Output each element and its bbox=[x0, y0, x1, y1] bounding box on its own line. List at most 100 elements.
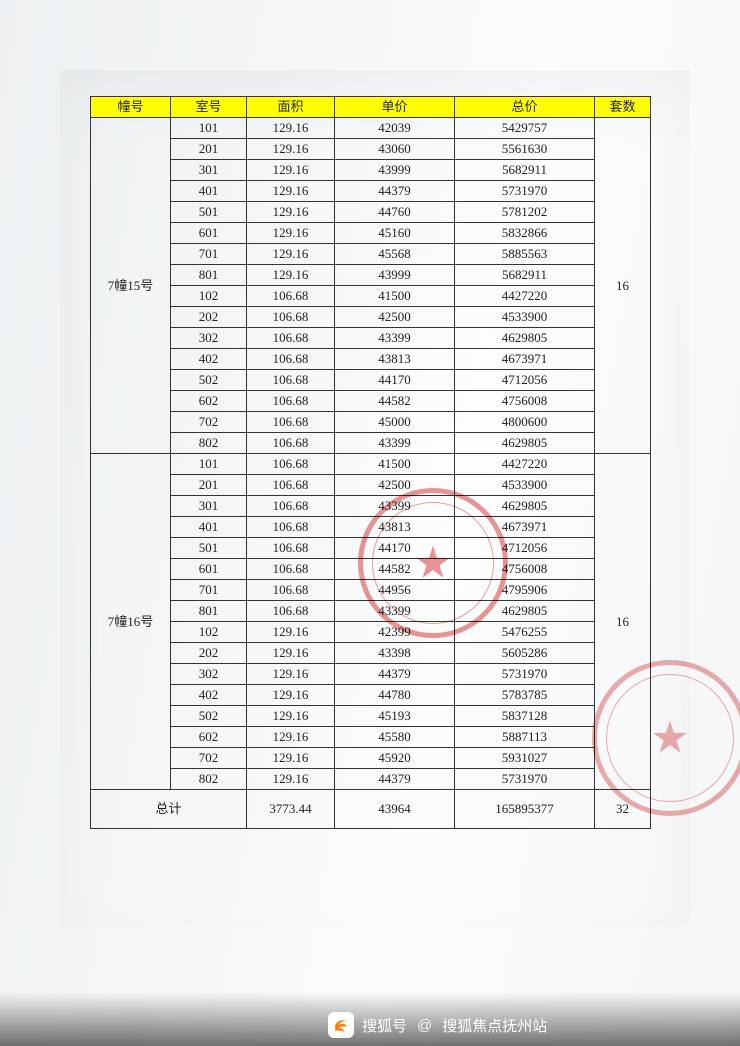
unit-price-cell: 43813 bbox=[335, 517, 455, 538]
total-price-cell: 5561630 bbox=[455, 139, 595, 160]
total-price-cell: 5429757 bbox=[455, 118, 595, 139]
total-price-cell: 5605286 bbox=[455, 643, 595, 664]
unit-price-cell: 43813 bbox=[335, 349, 455, 370]
table-row: 401106.68438134673971 bbox=[91, 517, 651, 538]
table-row: 402106.68438134673971 bbox=[91, 349, 651, 370]
area-cell: 106.68 bbox=[247, 538, 335, 559]
area-cell: 129.16 bbox=[247, 244, 335, 265]
total-price-cell: 5837128 bbox=[455, 706, 595, 727]
unit-price-cell: 45568 bbox=[335, 244, 455, 265]
unit-price-cell: 42500 bbox=[335, 307, 455, 328]
area-cell: 106.68 bbox=[247, 328, 335, 349]
total-total: 165895377 bbox=[455, 790, 595, 829]
unit-price-cell: 43999 bbox=[335, 265, 455, 286]
unit-price-cell: 45920 bbox=[335, 748, 455, 769]
area-cell: 106.68 bbox=[247, 307, 335, 328]
area-cell: 129.16 bbox=[247, 685, 335, 706]
table-row: 802106.68433994629805 bbox=[91, 433, 651, 454]
room-cell: 802 bbox=[171, 433, 247, 454]
total-price-cell: 5931027 bbox=[455, 748, 595, 769]
total-price-cell: 5783785 bbox=[455, 685, 595, 706]
total-price-cell: 4800600 bbox=[455, 412, 595, 433]
area-cell: 129.16 bbox=[247, 118, 335, 139]
unit-price-cell: 44582 bbox=[335, 391, 455, 412]
area-cell: 106.68 bbox=[247, 349, 335, 370]
table-row: 401129.16443795731970 bbox=[91, 181, 651, 202]
unit-price-cell: 43399 bbox=[335, 328, 455, 349]
total-price-cell: 4533900 bbox=[455, 307, 595, 328]
room-cell: 101 bbox=[171, 454, 247, 475]
unit-price-cell: 44379 bbox=[335, 181, 455, 202]
area-cell: 106.68 bbox=[247, 517, 335, 538]
room-cell: 202 bbox=[171, 307, 247, 328]
building-cell: 7幢16号 bbox=[91, 454, 171, 790]
room-cell: 301 bbox=[171, 496, 247, 517]
table-row: 601106.68445824756008 bbox=[91, 559, 651, 580]
room-cell: 102 bbox=[171, 286, 247, 307]
table-header-row: 幢号 室号 面积 单价 总价 套数 bbox=[91, 97, 651, 118]
room-cell: 501 bbox=[171, 202, 247, 223]
total-price-cell: 4629805 bbox=[455, 328, 595, 349]
total-price-cell: 4795906 bbox=[455, 580, 595, 601]
room-cell: 402 bbox=[171, 685, 247, 706]
room-cell: 101 bbox=[171, 118, 247, 139]
area-cell: 106.68 bbox=[247, 601, 335, 622]
total-price-cell: 5682911 bbox=[455, 160, 595, 181]
total-count: 32 bbox=[595, 790, 651, 829]
room-cell: 701 bbox=[171, 244, 247, 265]
unit-price-cell: 44760 bbox=[335, 202, 455, 223]
unit-price-cell: 43999 bbox=[335, 160, 455, 181]
total-price-cell: 4629805 bbox=[455, 601, 595, 622]
area-cell: 106.68 bbox=[247, 286, 335, 307]
room-cell: 402 bbox=[171, 349, 247, 370]
area-cell: 106.68 bbox=[247, 475, 335, 496]
total-price-cell: 5476255 bbox=[455, 622, 595, 643]
room-cell: 601 bbox=[171, 223, 247, 244]
unit-price-cell: 45580 bbox=[335, 727, 455, 748]
col-building: 幢号 bbox=[91, 97, 171, 118]
table-row: 301106.68433994629805 bbox=[91, 496, 651, 517]
unit-price-cell: 44170 bbox=[335, 370, 455, 391]
table-row: 702106.68450004800600 bbox=[91, 412, 651, 433]
area-cell: 129.16 bbox=[247, 160, 335, 181]
table-row: 201129.16430605561630 bbox=[91, 139, 651, 160]
seal-star-icon: ★ bbox=[650, 713, 689, 764]
table-row: 502106.68441704712056 bbox=[91, 370, 651, 391]
area-cell: 106.68 bbox=[247, 433, 335, 454]
total-price-cell: 4427220 bbox=[455, 454, 595, 475]
room-cell: 301 bbox=[171, 160, 247, 181]
total-price-cell: 5781202 bbox=[455, 202, 595, 223]
brand-label: 搜狐号 bbox=[362, 1015, 407, 1036]
area-cell: 129.16 bbox=[247, 643, 335, 664]
table-row: 702129.16459205931027 bbox=[91, 748, 651, 769]
total-price-cell: 5832866 bbox=[455, 223, 595, 244]
source-badge[interactable]: 搜狐号 @ 搜狐焦点抚州站 bbox=[328, 1012, 547, 1038]
table-row: 801106.68433994629805 bbox=[91, 601, 651, 622]
total-price-cell: 4629805 bbox=[455, 433, 595, 454]
sohu-logo-icon bbox=[328, 1012, 354, 1038]
area-cell: 129.16 bbox=[247, 769, 335, 790]
room-cell: 502 bbox=[171, 706, 247, 727]
area-cell: 129.16 bbox=[247, 664, 335, 685]
total-price-cell: 4427220 bbox=[455, 286, 595, 307]
room-cell: 501 bbox=[171, 538, 247, 559]
area-cell: 129.16 bbox=[247, 622, 335, 643]
table-row: 802129.16443795731970 bbox=[91, 769, 651, 790]
room-cell: 201 bbox=[171, 139, 247, 160]
room-cell: 801 bbox=[171, 265, 247, 286]
room-cell: 302 bbox=[171, 664, 247, 685]
total-row: 总计3773.444396416589537732 bbox=[91, 790, 651, 829]
total-price-cell: 4756008 bbox=[455, 391, 595, 412]
table-body: 7幢15号101129.1642039542975716201129.16430… bbox=[91, 118, 651, 829]
area-cell: 129.16 bbox=[247, 727, 335, 748]
unit-price-cell: 44170 bbox=[335, 538, 455, 559]
table-row: 302129.16443795731970 bbox=[91, 664, 651, 685]
table-row: 102106.68415004427220 bbox=[91, 286, 651, 307]
table-row: 301129.16439995682911 bbox=[91, 160, 651, 181]
room-cell: 702 bbox=[171, 748, 247, 769]
room-cell: 202 bbox=[171, 643, 247, 664]
area-cell: 129.16 bbox=[247, 202, 335, 223]
price-table: 幢号 室号 面积 单价 总价 套数 7幢15号101129.1642039542… bbox=[90, 96, 651, 829]
table-row: 201106.68425004533900 bbox=[91, 475, 651, 496]
unit-price-cell: 44780 bbox=[335, 685, 455, 706]
